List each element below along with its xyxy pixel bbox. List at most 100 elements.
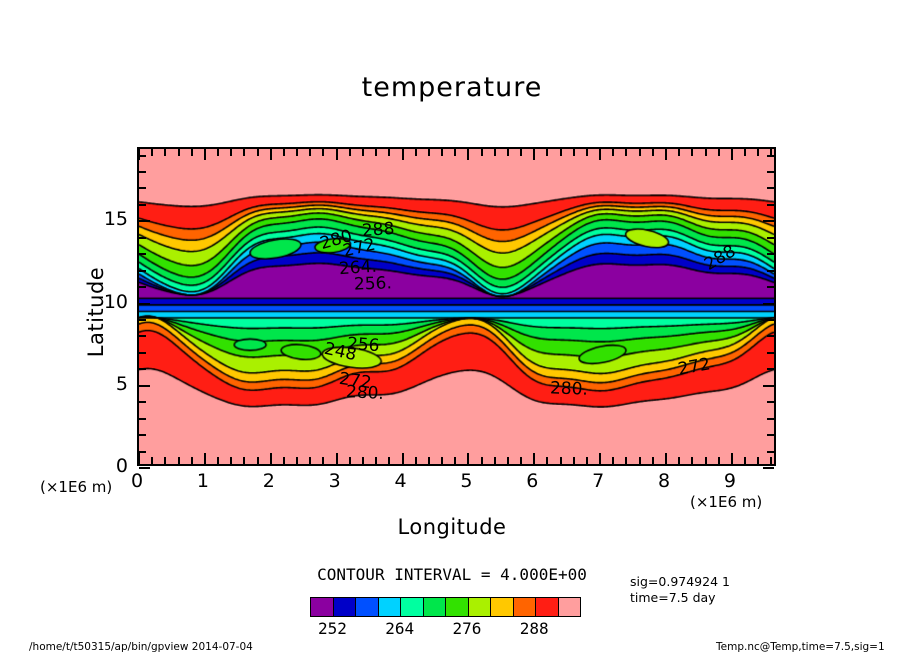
x-tick-top bbox=[757, 149, 760, 156]
y-tick-right bbox=[767, 203, 774, 206]
x-tick-label-4: 4 bbox=[394, 470, 407, 492]
x-tick-top bbox=[520, 149, 523, 156]
colorbar-swatch-0 bbox=[311, 598, 334, 616]
x-tick-bottom bbox=[348, 457, 351, 464]
x-tick-bottom bbox=[730, 453, 733, 464]
y-tick-left bbox=[139, 203, 146, 206]
colorbar-swatch-9 bbox=[513, 598, 536, 616]
colorbar-swatch-2 bbox=[356, 598, 379, 616]
x-tick-bottom bbox=[493, 457, 496, 464]
x-tick-top bbox=[612, 149, 615, 156]
y-tick-left bbox=[139, 368, 146, 371]
y-tick-left bbox=[139, 351, 146, 354]
x-tick-bottom bbox=[533, 453, 536, 464]
x-tick-bottom bbox=[717, 457, 720, 464]
y-tick-right bbox=[767, 253, 774, 256]
y-tick-label-5: 5 bbox=[115, 372, 128, 395]
y-tick-left bbox=[139, 171, 146, 174]
y-tick-left bbox=[139, 384, 150, 387]
x-tick-bottom bbox=[625, 457, 628, 464]
x-tick-top bbox=[322, 149, 325, 156]
x-tick-bottom bbox=[217, 457, 220, 464]
y-tick-left bbox=[139, 467, 150, 469]
x-tick-bottom bbox=[164, 457, 167, 464]
y-tick-left bbox=[139, 417, 146, 420]
colorbar-swatch-7 bbox=[468, 598, 491, 616]
colorbar-swatch-1 bbox=[333, 598, 356, 616]
y-tick-left bbox=[139, 253, 146, 256]
x-tick-bottom bbox=[151, 457, 154, 464]
x-tick-bottom bbox=[388, 457, 391, 464]
y-tick-right bbox=[767, 319, 774, 321]
y-tick-left bbox=[139, 269, 146, 272]
footer-command-path: /home/t/t50315/ap/bin/gpview 2014-07-04 bbox=[29, 641, 253, 653]
x-tick-top bbox=[348, 149, 351, 156]
x-tick-top bbox=[361, 149, 364, 156]
x-tick-top bbox=[375, 149, 378, 156]
x-tick-top bbox=[388, 149, 391, 156]
x-tick-bottom bbox=[467, 453, 470, 464]
x-tick-bottom bbox=[427, 457, 430, 464]
y-tick-left bbox=[139, 302, 150, 305]
colorbar-swatch-8 bbox=[491, 598, 514, 616]
x-tick-top bbox=[665, 149, 667, 160]
x-tick-top bbox=[585, 149, 588, 156]
y-tick-right bbox=[767, 171, 774, 174]
sigma-level-text: sig=0.974924 1 bbox=[630, 574, 730, 589]
x-tick-top bbox=[230, 149, 233, 156]
x-tick-bottom bbox=[401, 453, 404, 464]
x-tick-bottom bbox=[256, 457, 259, 464]
x-tick-top bbox=[717, 149, 720, 156]
colorbar-swatch-6 bbox=[446, 598, 469, 616]
y-tick-left bbox=[139, 319, 146, 321]
y-tick-right bbox=[767, 417, 774, 420]
x-tick-top bbox=[282, 149, 285, 156]
x-tick-bottom bbox=[651, 457, 654, 464]
contour-plot-canvas bbox=[139, 149, 774, 464]
x-tick-top bbox=[427, 149, 430, 156]
x-tick-bottom bbox=[744, 457, 747, 464]
x-tick-bottom bbox=[282, 457, 285, 464]
page-title: temperature bbox=[361, 72, 543, 103]
x-tick-top bbox=[533, 149, 536, 160]
x-axis-unit-right: (×1E6 m) bbox=[690, 493, 763, 511]
x-tick-bottom bbox=[375, 457, 378, 464]
y-tick-label-0: 0 bbox=[115, 455, 128, 477]
x-tick-top bbox=[335, 149, 338, 160]
y-tick-right bbox=[767, 154, 774, 157]
colorbar-label-276: 276 bbox=[452, 619, 482, 638]
x-tick-bottom bbox=[599, 453, 602, 464]
x-tick-top bbox=[441, 149, 444, 156]
x-tick-bottom bbox=[322, 457, 325, 464]
x-tick-top bbox=[704, 149, 707, 156]
x-tick-top bbox=[243, 149, 246, 156]
x-tick-top bbox=[625, 149, 628, 156]
y-tick-right bbox=[767, 286, 774, 289]
x-tick-label-0: 0 bbox=[130, 470, 144, 492]
x-tick-bottom bbox=[454, 457, 457, 464]
x-tick-bottom bbox=[757, 457, 760, 464]
x-tick-top bbox=[151, 149, 154, 156]
x-tick-top bbox=[138, 149, 140, 160]
x-tick-bottom bbox=[546, 457, 549, 464]
x-tick-label-6: 6 bbox=[526, 470, 539, 492]
colorbar-label-252: 252 bbox=[317, 619, 347, 638]
y-tick-left bbox=[139, 335, 146, 338]
x-tick-bottom bbox=[441, 457, 444, 464]
y-tick-right bbox=[767, 401, 774, 404]
x-tick-bottom bbox=[506, 457, 509, 464]
y-tick-right bbox=[767, 351, 774, 354]
y-tick-left bbox=[139, 154, 146, 157]
x-tick-top bbox=[638, 149, 641, 156]
y-tick-right bbox=[767, 434, 774, 437]
x-tick-top bbox=[190, 149, 193, 156]
x-tick-bottom bbox=[309, 457, 312, 464]
y-tick-left bbox=[139, 401, 146, 404]
x-tick-bottom bbox=[612, 457, 615, 464]
x-axis-unit-left: (×1E6 m) bbox=[40, 478, 113, 496]
x-tick-top bbox=[164, 149, 167, 156]
x-tick-top bbox=[256, 149, 259, 156]
y-tick-right bbox=[763, 384, 774, 387]
y-tick-right bbox=[763, 220, 774, 223]
y-tick-left bbox=[139, 220, 150, 223]
